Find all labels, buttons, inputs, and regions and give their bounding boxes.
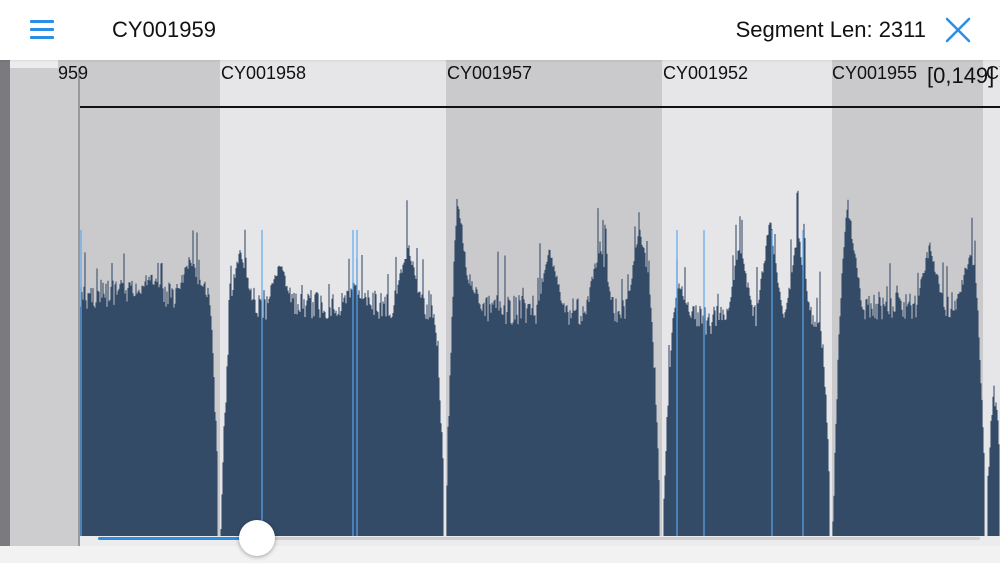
close-button[interactable] (942, 14, 974, 46)
close-x-icon (945, 17, 971, 43)
segment-label-959[interactable]: 959 (58, 63, 89, 83)
segment-length-label: Segment Len: 2311 (735, 17, 926, 42)
hamburger-menu-icon-bar (30, 28, 54, 31)
segment-label-cy001955[interactable]: CY001955 (832, 63, 918, 83)
overview-panel[interactable] (10, 68, 80, 555)
y-range-label: [0,149] (927, 63, 995, 88)
segment-label-cy001958[interactable]: CY001958 (221, 63, 307, 83)
position-slider-thumb[interactable] (238, 520, 275, 556)
hamburger-menu-icon-bar (30, 36, 54, 39)
app-header: CY001959 Segment Len: 2311 (0, 0, 1000, 60)
menu-button[interactable] (26, 14, 58, 46)
bottom-strip (0, 546, 1000, 563)
left-scroll-rail (0, 60, 10, 563)
coverage-viewer[interactable]: 959 CY001958 CY001957 CY001952 CY001955 … (0, 60, 1000, 563)
coverage-plot[interactable] (0, 60, 1000, 563)
position-slider-fill (98, 537, 257, 540)
segment-label-cy001952[interactable]: CY001952 (663, 63, 749, 83)
segment-label-cy001957[interactable]: CY001957 (447, 63, 533, 83)
page-title: CY001959 (112, 17, 216, 42)
position-slider-track[interactable] (98, 537, 980, 540)
hamburger-menu-icon (30, 20, 54, 23)
segment-label-cy[interactable]: CY (986, 63, 1000, 83)
